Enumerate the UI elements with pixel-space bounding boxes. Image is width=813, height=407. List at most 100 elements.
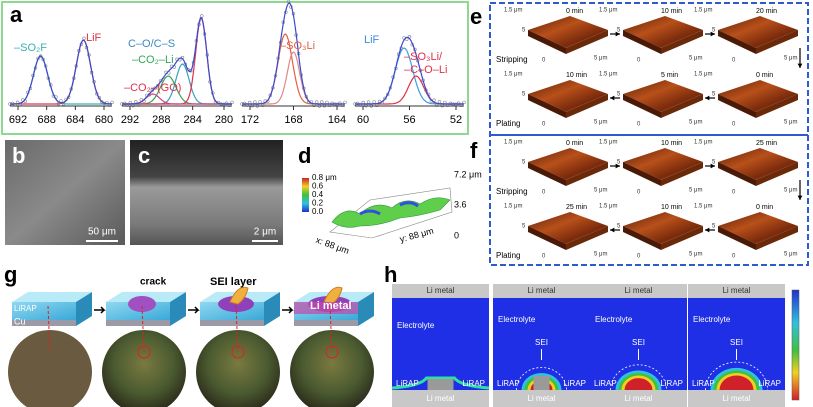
afm-tile [718,148,798,180]
region-label: LiRAP [594,379,617,388]
afm-side [528,162,566,186]
region-label: Li metal [527,394,555,403]
region-label: LiRAP [692,379,715,388]
afm-side [756,162,798,186]
tick-label: 56 [403,114,415,126]
top-metal [688,284,785,298]
cu-layer [294,320,358,326]
peak-label: LiF [86,32,102,44]
bottom-metal [493,390,590,407]
callout: crack [140,277,167,288]
tile-axis-label: 5 [712,224,716,230]
region-label: Li metal [624,394,652,403]
xps-plots: 692 688 684 680 –SO₂F LiF 292 288 284 280 C–O/C–S –… [8,0,466,126]
callout: Li metal [310,300,352,312]
region-label: Li metal [722,394,750,403]
tick-label: 280 [215,114,233,126]
block-side [170,292,186,326]
time-label: 0 min [566,8,583,15]
region-label: LiRAP [462,379,485,388]
colorbar-label: 0.8 μm [312,173,337,182]
afm-side [756,30,798,54]
tile-axis-label: 5 [712,28,716,34]
tile-axis-label: 1.5 μm [694,140,712,146]
arrow [188,306,200,314]
tile-axis-label: 5 μm [689,252,702,258]
surface [331,197,451,228]
arrow [282,306,294,314]
tile-axis-label: 1.5 μm [504,72,522,78]
region-label: LiRAP [563,379,586,388]
tick-label: 292 [121,114,139,126]
afm-side [718,94,756,118]
tile-axis-label: 0 [637,254,641,260]
tile-axis-label: 5 [617,160,621,166]
tile-axis-label: 5 [522,92,526,98]
colorbar-label: 0.2 [312,199,324,208]
tile-axis-label: 5 [522,28,526,34]
tick-label: 172 [241,114,259,126]
scale-label: 2 μm [254,227,276,238]
time-label: 0 min [756,72,773,79]
colorbar [791,289,800,401]
tile-axis-label: 5 [617,92,621,98]
cu-layer [106,320,170,326]
afm-side [756,94,798,118]
lirap-block [533,376,550,390]
tile-axis-label: 0 [732,122,736,128]
region-label: SEI [535,338,548,347]
sem-image-c [130,140,283,245]
afm-side [623,226,661,250]
tick-label: 688 [37,114,55,126]
arrow-head [610,95,615,101]
sei-outline [705,361,768,391]
afm-side [566,94,608,118]
tile-axis-label: 1.5 μm [694,72,712,78]
time-label: 25 min [566,204,587,211]
panel-label: h [384,262,397,287]
panel-label: e [470,4,482,29]
z-axis-label: 0 [454,230,459,240]
panel-label: g [4,262,17,287]
tile-axis-label: 1.5 μm [599,140,617,146]
colorbar-label: 0.0 [312,207,324,216]
tile-axis-label: 5 μm [689,188,702,194]
afm-side [661,162,703,186]
afm-side [623,162,661,186]
afm-side [566,162,608,186]
tile-axis-label: 0 [542,254,546,260]
afm-tile [623,148,703,180]
afm-tile [528,212,608,244]
tile-axis-label: 5 μm [689,56,702,62]
panel-label: a [10,2,23,27]
layer-label: LiRAP [14,304,37,313]
dashed-link [329,305,333,353]
arrow [94,306,106,314]
bottom-metal [392,390,489,407]
tile-axis-label: 1.5 μm [504,204,522,210]
afm-side [566,226,608,250]
data-point [38,54,43,58]
sei-growth [323,286,343,305]
afm-tile [623,212,703,244]
tile-axis-label: 0 [732,254,736,260]
tile-axis-label: 5 μm [689,120,702,126]
arrow-head [705,95,710,101]
tile-axis-label: 5 μm [594,252,607,258]
tick-label: 692 [9,114,27,126]
block-side [358,292,374,326]
tile-axis-label: 5 μm [784,252,797,258]
tile-axis-label: 0 [732,190,736,196]
region-label: Electrolyte [595,315,633,324]
lirap-block [427,379,454,390]
tile-axis-label: 1.5 μm [694,204,712,210]
tick-label: 60 [357,114,369,126]
afm-side [756,226,798,250]
data-point [153,86,157,90]
afm-side [528,226,566,250]
afm-side [718,226,756,250]
simulation: Li metal Electrolyte Li metal LiRAP LiRAP Li … [391,284,785,407]
afm-side [623,30,661,54]
region-label: Li metal [527,286,555,295]
row-label: Plating [496,251,520,260]
